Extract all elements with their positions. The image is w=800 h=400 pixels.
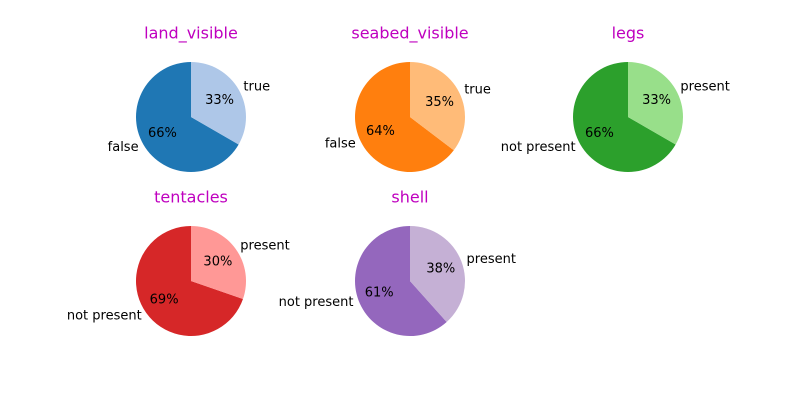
value-label: 38% (426, 262, 455, 277)
pie-slice (354, 62, 454, 173)
pie-slice (354, 226, 447, 336)
chart-title: legs (612, 24, 645, 43)
value-label: 69% (150, 293, 179, 308)
value-label: 64% (366, 124, 395, 139)
pie-slice (573, 62, 676, 172)
pie-slice (136, 226, 243, 337)
value-label: 61% (365, 285, 394, 300)
chart-title: shell (391, 188, 428, 207)
slice-label: not present (279, 295, 354, 310)
value-label: 66% (585, 126, 614, 141)
slice-label: present (467, 252, 516, 267)
value-label: 33% (205, 93, 234, 108)
slice-label: true (464, 83, 491, 98)
value-label: 66% (148, 126, 177, 141)
chart-title: land_visible (144, 24, 238, 44)
value-label: 35% (425, 95, 454, 110)
slice-label: present (240, 238, 289, 253)
value-label: 30% (203, 254, 232, 269)
pie-slice (191, 226, 246, 299)
chart-title: tentacles (154, 188, 228, 207)
slice-label: not present (67, 309, 142, 324)
pie-slice (191, 62, 246, 145)
pie-slice (628, 62, 684, 145)
slice-label: present (680, 79, 729, 94)
pie-slice (136, 62, 239, 172)
chart-title: seabed_visible (351, 24, 468, 44)
slice-label: true (243, 79, 270, 94)
slice-label: not present (501, 140, 576, 155)
pie-slice (410, 62, 465, 151)
value-label: 33% (642, 93, 671, 108)
slice-label: false (108, 140, 139, 155)
slice-label: false (325, 136, 356, 151)
pie-slice (410, 226, 465, 322)
